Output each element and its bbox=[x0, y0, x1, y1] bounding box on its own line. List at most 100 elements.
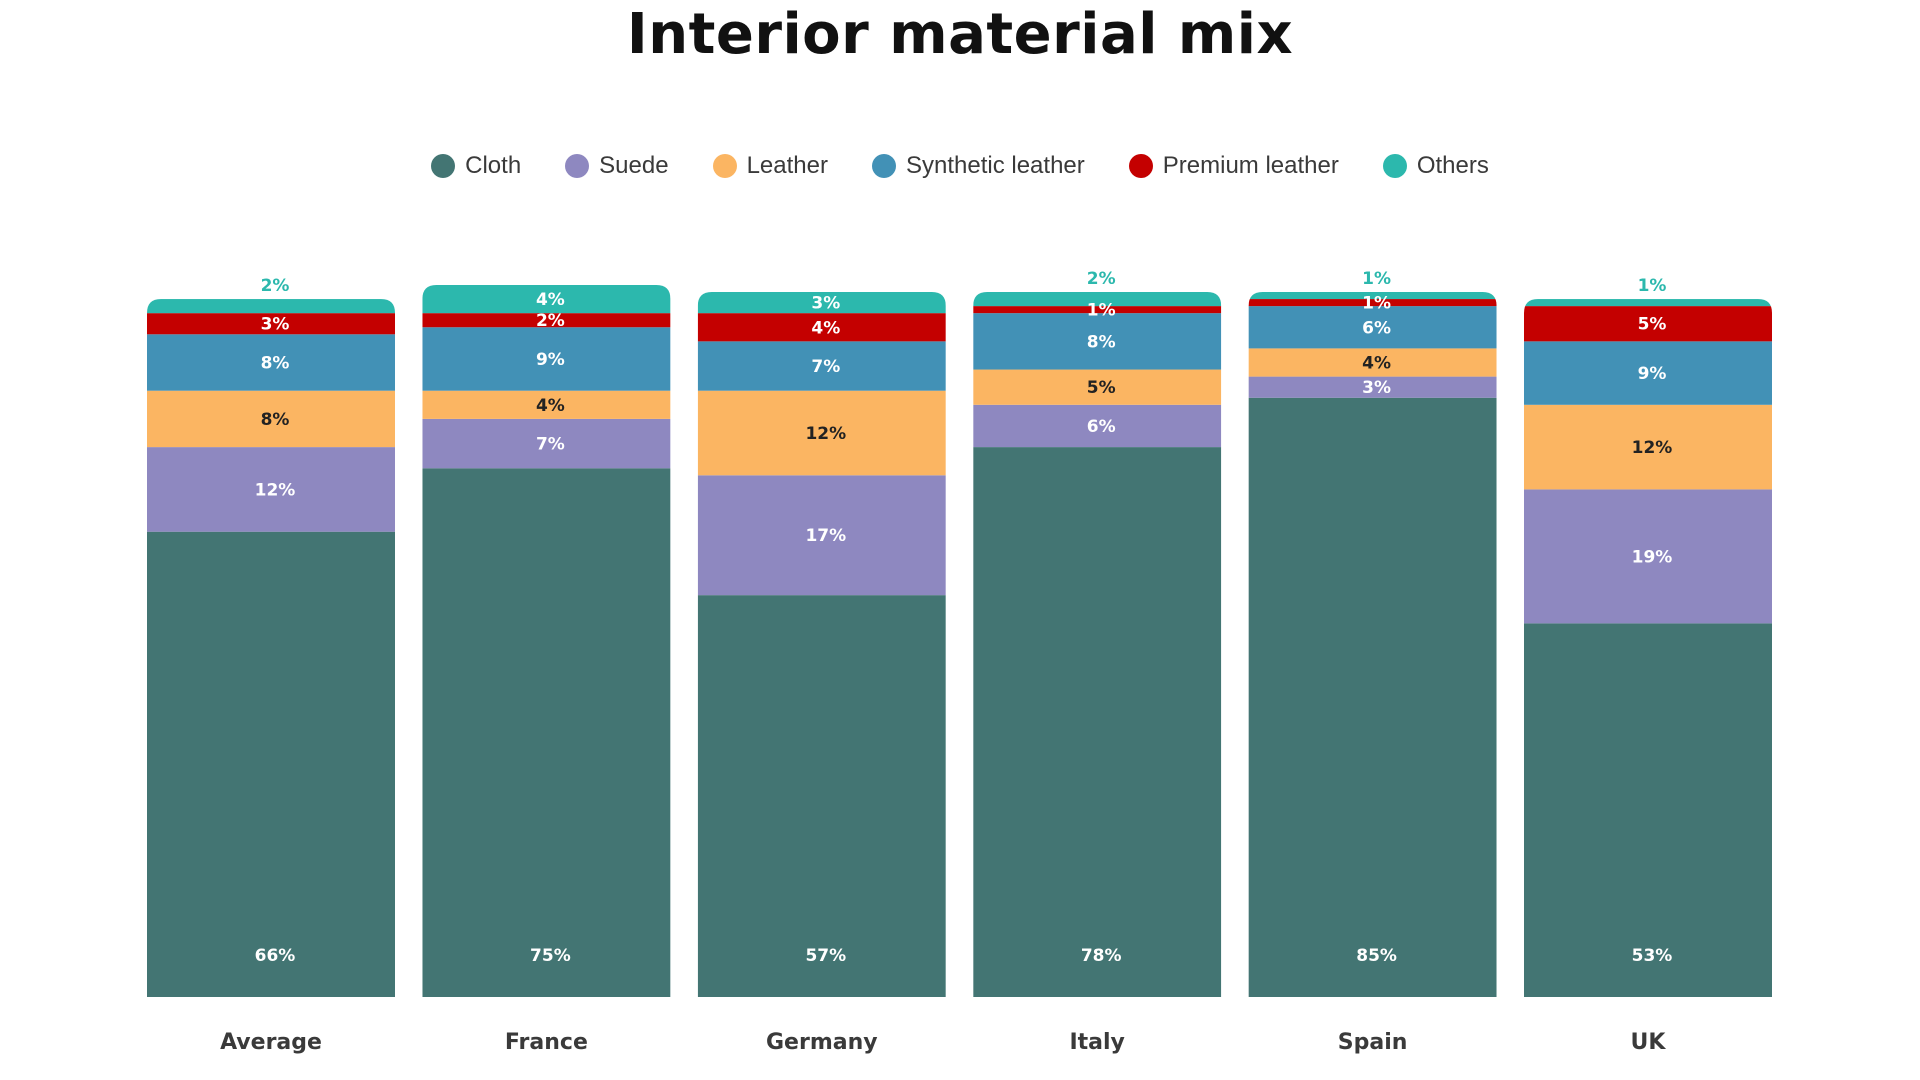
data-label: 78% bbox=[1081, 946, 1122, 966]
data-label: 4% bbox=[536, 396, 565, 416]
bar-spain: 85% 3% 4% 6% 1% 1% Spain bbox=[1248, 269, 1497, 1055]
data-label: 9% bbox=[536, 350, 565, 370]
data-label: 17% bbox=[805, 526, 846, 546]
segment-leather-germany bbox=[697, 390, 946, 476]
category-label: UK bbox=[1631, 1030, 1667, 1055]
category-label: Average bbox=[220, 1030, 322, 1055]
legend-item-suede: Suede bbox=[565, 152, 669, 180]
legend-item-premium-leather: Premium leather bbox=[1128, 152, 1339, 180]
segment-synthetic-leather-france bbox=[422, 327, 671, 391]
legend-item-cloth: Cloth bbox=[431, 152, 521, 180]
segment-others-spain bbox=[1248, 292, 1497, 300]
chart-title: Interior material mix bbox=[626, 2, 1294, 67]
legend-swatch bbox=[431, 154, 456, 178]
segment-cloth-uk bbox=[1524, 623, 1772, 997]
legend-item-others: Others bbox=[1382, 152, 1489, 180]
category-label: France bbox=[505, 1030, 588, 1055]
data-label: 19% bbox=[1632, 547, 1673, 567]
segment-cloth-average bbox=[147, 531, 395, 997]
segment-premium-leather-uk bbox=[1524, 306, 1772, 342]
data-label: 7% bbox=[536, 435, 565, 455]
segment-others-uk bbox=[1524, 299, 1772, 307]
legend-swatch bbox=[565, 154, 590, 178]
data-label: 8% bbox=[1087, 332, 1116, 352]
segment-leather-italy bbox=[973, 369, 1222, 405]
data-label: 6% bbox=[1362, 318, 1391, 338]
data-label: 3% bbox=[811, 294, 840, 314]
data-label: 4% bbox=[811, 318, 840, 338]
segment-suede-spain bbox=[1248, 376, 1497, 398]
segment-cloth-germany bbox=[697, 595, 946, 997]
segment-leather-uk bbox=[1524, 404, 1772, 490]
segment-cloth-spain bbox=[1248, 397, 1497, 997]
segment-suede-italy bbox=[973, 404, 1222, 448]
segment-leather-france bbox=[422, 390, 671, 419]
segment-suede-average bbox=[147, 447, 395, 532]
legend-swatch bbox=[871, 154, 896, 178]
legend-label: Synthetic leather bbox=[905, 152, 1085, 179]
data-label: 9% bbox=[1638, 364, 1667, 384]
bar-italy: 78% 6% 5% 8% 1% 2% Italy bbox=[973, 269, 1222, 1055]
category-label: Italy bbox=[1069, 1030, 1124, 1055]
bar-uk: 53% 19% 12% 9% 5% 1% UK bbox=[1524, 276, 1772, 1055]
legend-label: Cloth bbox=[465, 152, 522, 179]
data-label: 3% bbox=[261, 315, 290, 335]
legend: Cloth Suede Leather Synthetic leather Premiu… bbox=[0, 152, 1920, 180]
segment-cloth-italy bbox=[973, 447, 1222, 997]
segment-synthetic-leather-germany bbox=[697, 341, 946, 391]
data-label: 7% bbox=[811, 357, 840, 377]
segment-others-average bbox=[147, 299, 395, 314]
data-label: 6% bbox=[1087, 417, 1116, 437]
segment-others-france bbox=[422, 284, 671, 314]
legend-label: Leather bbox=[746, 152, 828, 179]
segment-synthetic-leather-uk bbox=[1524, 341, 1772, 405]
data-label: 4% bbox=[536, 290, 565, 310]
data-label: 66% bbox=[255, 946, 296, 966]
data-label: 4% bbox=[1362, 354, 1391, 374]
segment-cloth-france bbox=[422, 468, 671, 997]
legend-label: Premium leather bbox=[1162, 152, 1339, 179]
legend-item-leather: Leather bbox=[712, 152, 828, 180]
data-label: 8% bbox=[261, 354, 290, 374]
data-label: 1% bbox=[1362, 294, 1391, 314]
bar-germany: 57% 17% 12% 7% 4% 3% Germany bbox=[697, 292, 946, 1055]
category-label: Germany bbox=[766, 1030, 878, 1055]
data-label: 1% bbox=[1362, 269, 1391, 289]
segment-premium-leather-germany bbox=[697, 313, 946, 342]
segment-premium-leather-spain bbox=[1248, 299, 1497, 307]
segment-premium-leather-italy bbox=[973, 306, 1222, 314]
legend-label: Others bbox=[1416, 152, 1489, 179]
data-label: 12% bbox=[255, 480, 296, 500]
data-label: 5% bbox=[1087, 378, 1116, 398]
data-label: 12% bbox=[1632, 438, 1673, 458]
segment-suede-germany bbox=[697, 475, 946, 596]
legend-swatch bbox=[1382, 154, 1407, 178]
segment-synthetic-leather-average bbox=[147, 334, 395, 391]
segment-leather-average bbox=[147, 390, 395, 448]
segment-others-germany bbox=[697, 292, 946, 314]
segment-synthetic-leather-spain bbox=[1248, 306, 1497, 349]
data-label: 85% bbox=[1356, 946, 1397, 966]
data-label: 1% bbox=[1638, 276, 1667, 296]
segment-synthetic-leather-italy bbox=[973, 313, 1222, 370]
legend-swatch bbox=[712, 154, 737, 178]
data-label: 53% bbox=[1632, 946, 1673, 966]
bar-france: 75%7%4%9%2%4%France bbox=[422, 284, 671, 1055]
data-label: 75% bbox=[530, 946, 571, 966]
segment-others-italy bbox=[973, 292, 1222, 307]
data-label: 3% bbox=[1362, 378, 1391, 398]
data-label: 12% bbox=[805, 424, 846, 444]
legend-label: Suede bbox=[599, 152, 669, 179]
bar-average: 66% 12% 8% 8% 3% 2% Average bbox=[147, 276, 395, 1055]
data-label: 8% bbox=[261, 410, 290, 430]
segment-suede-uk bbox=[1524, 489, 1772, 624]
legend-swatch bbox=[1128, 154, 1153, 178]
data-label: 1% bbox=[1087, 301, 1116, 321]
data-label: 2% bbox=[1087, 269, 1116, 289]
data-label: 2% bbox=[261, 276, 290, 296]
legend-item-synthetic-leather: Synthetic leather bbox=[871, 152, 1085, 180]
segment-leather-spain bbox=[1248, 348, 1497, 377]
data-label: 57% bbox=[805, 946, 846, 966]
data-label: 5% bbox=[1638, 315, 1667, 335]
